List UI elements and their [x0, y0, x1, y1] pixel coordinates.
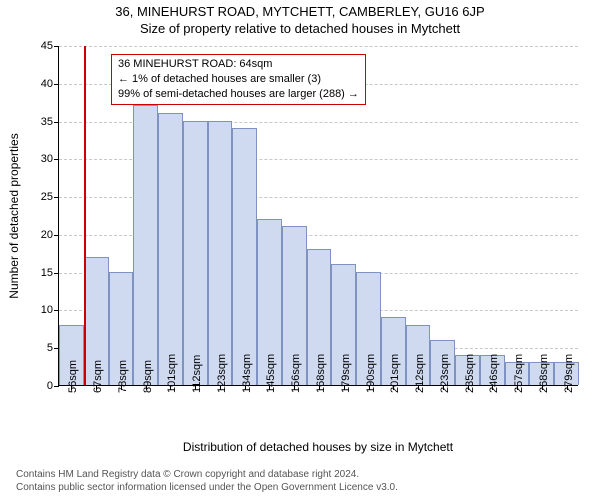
x-tick-label: 123sqm	[216, 354, 228, 393]
x-axis-label: Distribution of detached houses by size …	[183, 440, 453, 454]
annotation-line: 36 MINEHURST ROAD: 64sqm	[118, 57, 359, 72]
x-tick-label: 190sqm	[365, 354, 377, 393]
x-tick-label: 78sqm	[117, 360, 129, 393]
attribution-line: Contains HM Land Registry data © Crown c…	[16, 468, 398, 481]
grid-line	[59, 46, 578, 47]
y-tick	[54, 46, 59, 47]
annotation-line: ← 1% of detached houses are smaller (3)	[118, 72, 359, 87]
y-tick-label: 30	[41, 153, 53, 165]
attribution: Contains HM Land Registry data © Crown c…	[16, 468, 398, 494]
x-tick-label: 89sqm	[142, 360, 154, 393]
x-tick-label: 201sqm	[389, 354, 401, 393]
x-tick-label: 145sqm	[265, 354, 277, 393]
y-tick-label: 40	[41, 78, 53, 90]
histogram-bar	[133, 105, 158, 385]
x-tick-label: 67sqm	[92, 360, 104, 393]
subject-marker-line	[84, 46, 86, 385]
x-tick-label: 156sqm	[290, 354, 302, 393]
x-tick-label: 223sqm	[439, 354, 451, 393]
page-title: 36, MINEHURST ROAD, MYTCHETT, CAMBERLEY,…	[0, 4, 600, 19]
y-tick	[54, 84, 59, 85]
y-tick-label: 25	[41, 191, 53, 203]
annotation-line: 99% of semi-detached houses are larger (…	[118, 87, 359, 102]
histogram-bar	[183, 121, 208, 385]
plot-area: 05101520253035404556sqm67sqm78sqm89sqm10…	[58, 46, 578, 386]
y-tick	[54, 159, 59, 160]
y-tick-label: 35	[41, 116, 53, 128]
y-tick-label: 45	[41, 40, 53, 52]
y-tick	[54, 273, 59, 274]
y-tick	[54, 310, 59, 311]
x-tick-label: 268sqm	[538, 354, 550, 393]
y-tick-label: 5	[47, 342, 53, 354]
y-tick	[54, 235, 59, 236]
y-tick	[54, 386, 59, 387]
histogram-bar	[232, 128, 257, 385]
annotation-box: 36 MINEHURST ROAD: 64sqm← 1% of detached…	[111, 54, 366, 105]
y-tick-label: 20	[41, 229, 53, 241]
x-tick-label: 246sqm	[488, 354, 500, 393]
x-tick-label: 235sqm	[464, 354, 476, 393]
x-tick-label: 257sqm	[513, 354, 525, 393]
histogram-bar	[208, 121, 233, 385]
x-tick-label: 134sqm	[241, 354, 253, 393]
histogram-bar	[158, 113, 183, 385]
y-tick	[54, 122, 59, 123]
y-tick-label: 15	[41, 267, 53, 279]
x-tick-label: 179sqm	[340, 354, 352, 393]
page-subtitle: Size of property relative to detached ho…	[0, 21, 600, 36]
y-axis-label: Number of detached properties	[7, 133, 21, 298]
y-tick	[54, 197, 59, 198]
y-tick-label: 10	[41, 304, 53, 316]
x-tick-label: 212sqm	[414, 354, 426, 393]
x-tick-label: 56sqm	[67, 360, 79, 393]
attribution-line: Contains public sector information licen…	[16, 481, 398, 494]
histogram-chart: 05101520253035404556sqm67sqm78sqm89sqm10…	[58, 46, 578, 386]
y-tick-label: 0	[47, 380, 53, 392]
x-tick-label: 279sqm	[563, 354, 575, 393]
x-tick-label: 168sqm	[315, 354, 327, 393]
x-tick-label: 101sqm	[166, 354, 178, 393]
x-tick-label: 112sqm	[191, 355, 203, 393]
